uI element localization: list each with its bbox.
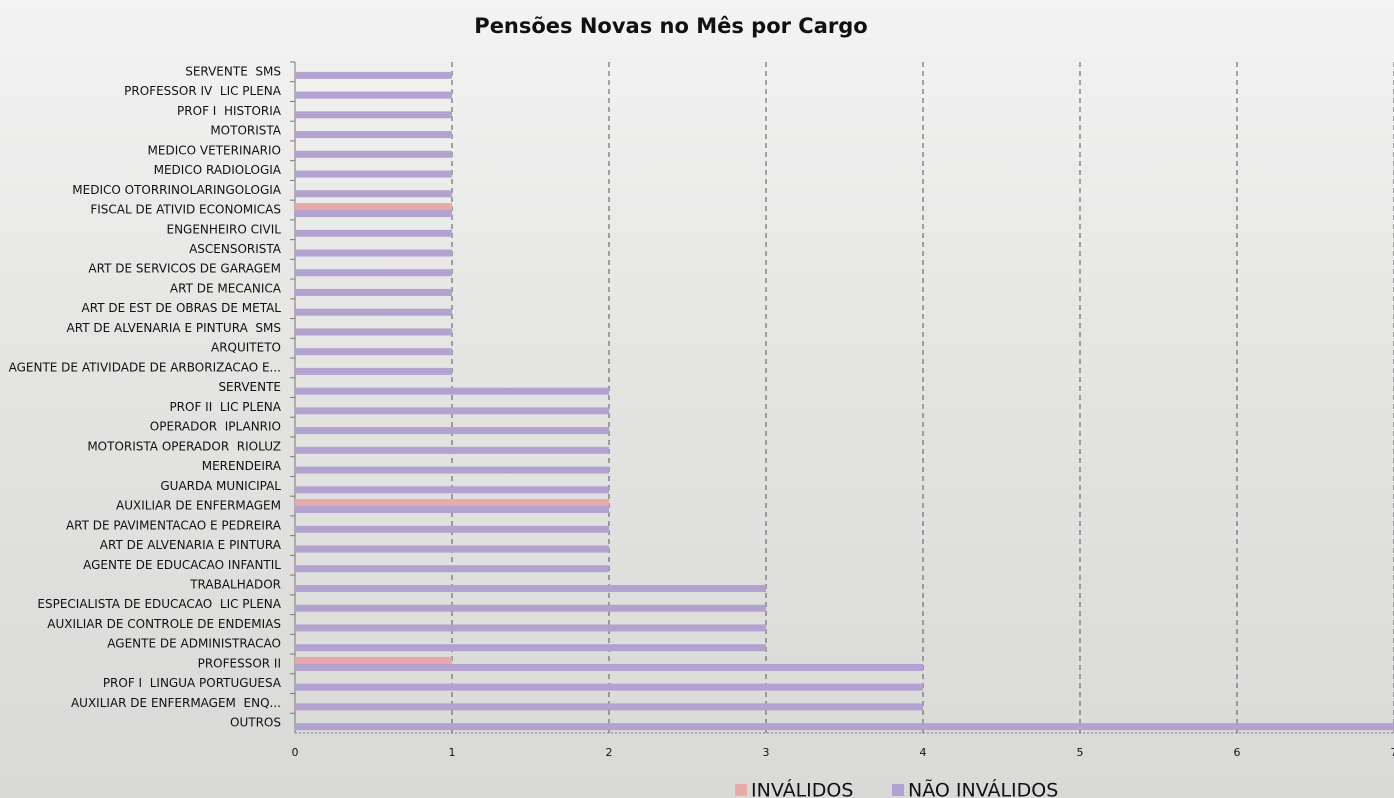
bar — [295, 289, 452, 296]
bar — [295, 210, 452, 217]
x-tick-label: 3 — [763, 746, 770, 759]
x-tick-label: 5 — [1077, 746, 1084, 759]
bar — [295, 427, 609, 434]
bar — [295, 249, 452, 256]
y-tick-label: MEDICO OTORRINOLARINGOLOGIA — [72, 183, 282, 197]
y-tick-label: MOTORISTA — [210, 124, 281, 138]
legend-swatch — [735, 784, 747, 796]
y-tick-label: AUXILIAR DE ENFERMAGEM ENQ... — [71, 696, 281, 710]
bar — [295, 111, 452, 118]
y-tick-label: PROF I HISTORIA — [177, 104, 282, 118]
y-tick-label: ASCENSORISTA — [189, 242, 282, 256]
y-tick-label: MEDICO RADIOLOGIA — [154, 163, 282, 177]
y-tick-label: ENGENHEIRO CIVIL — [166, 222, 281, 236]
bar — [295, 467, 609, 474]
legend-label: NÃO INVÁLIDOS — [908, 779, 1058, 798]
x-tick-label: 0 — [292, 746, 299, 759]
y-tick-label: FISCAL DE ATIVID ECONOMICAS — [90, 203, 281, 217]
legend-label: INVÁLIDOS — [751, 779, 853, 798]
bar — [295, 368, 452, 375]
y-tick-label: GUARDA MUNICIPAL — [160, 479, 281, 493]
y-tick-label: AGENTE DE EDUCACAO INFANTIL — [83, 558, 281, 572]
x-tick-label: 2 — [606, 746, 613, 759]
y-tick-label: ART DE ALVENARIA E PINTURA — [100, 538, 282, 552]
x-tick-label: 1 — [449, 746, 456, 759]
y-tick-label: AUXILIAR DE ENFERMAGEM — [116, 499, 281, 513]
x-tick-label: 6 — [1234, 746, 1241, 759]
bar — [295, 546, 609, 553]
chart-title: Pensões Novas no Mês por Cargo — [474, 14, 867, 38]
bar — [295, 723, 1394, 730]
y-tick-label: TRABALHADOR — [189, 577, 281, 591]
bar — [295, 585, 766, 592]
y-tick-label: ART DE MECANICA — [170, 281, 282, 295]
y-tick-label: ARQUITETO — [211, 341, 281, 355]
bar — [295, 203, 452, 210]
legend-swatch — [892, 784, 904, 796]
x-tick-label: 7 — [1391, 746, 1394, 759]
y-tick-label: AGENTE DE ATIVIDADE DE ARBORIZACAO E... — [9, 360, 281, 374]
bar — [295, 565, 609, 572]
y-tick-label: PROFESSOR II — [198, 656, 281, 670]
y-tick-label: ART DE SERVICOS DE GARAGEM — [88, 262, 281, 276]
y-tick-label: ART DE ALVENARIA E PINTURA SMS — [67, 321, 281, 335]
y-tick-label: SERVENTE SMS — [185, 64, 281, 78]
y-tick-label: ESPECIALISTA DE EDUCACAO LIC PLENA — [37, 597, 281, 611]
bar — [295, 499, 609, 506]
y-tick-label: ART DE EST DE OBRAS DE METAL — [82, 301, 282, 315]
x-tick-label: 4 — [920, 746, 927, 759]
bar — [295, 328, 452, 335]
y-tick-label: AGENTE DE ADMINISTRACAO — [107, 637, 281, 651]
bar — [295, 684, 923, 691]
bar — [295, 190, 452, 197]
bar — [295, 447, 609, 454]
y-tick-label: AUXILIAR DE CONTROLE DE ENDEMIAS — [47, 617, 281, 631]
bar — [295, 230, 452, 237]
bar — [295, 664, 923, 671]
bar — [295, 486, 609, 493]
bar — [295, 657, 452, 664]
bar — [295, 644, 766, 651]
y-tick-label: PROF I LINGUA PORTUGUESA — [103, 676, 282, 690]
y-tick-label: PROFESSOR IV LIC PLENA — [124, 84, 282, 98]
bar — [295, 72, 452, 79]
y-tick-label: SERVENTE — [218, 380, 281, 394]
y-tick-label: OUTROS — [230, 716, 281, 730]
y-tick-label: MERENDEIRA — [202, 459, 282, 473]
bar — [295, 348, 452, 355]
bar — [295, 526, 609, 533]
bar — [295, 703, 923, 710]
bar — [295, 131, 452, 138]
bar — [295, 151, 452, 158]
bar — [295, 624, 766, 631]
bar — [295, 269, 452, 276]
bar — [295, 171, 452, 178]
bar — [295, 388, 609, 395]
bar — [295, 92, 452, 99]
y-tick-label: OPERADOR IPLANRIO — [150, 420, 281, 434]
bar — [295, 407, 609, 414]
y-tick-label: MEDICO VETERINARIO — [148, 143, 281, 157]
y-tick-label: ART DE PAVIMENTACAO E PEDREIRA — [66, 518, 282, 532]
bar — [295, 309, 452, 316]
bar — [295, 605, 766, 612]
chart: Pensões Novas no Mês por Cargo 0 1 2 3 4 5 6 7 S… — [0, 0, 1394, 798]
y-tick-label: PROF II LIC PLENA — [169, 400, 281, 414]
bar — [295, 506, 609, 513]
y-tick-label: MOTORISTA OPERADOR RIOLUZ — [87, 439, 281, 453]
